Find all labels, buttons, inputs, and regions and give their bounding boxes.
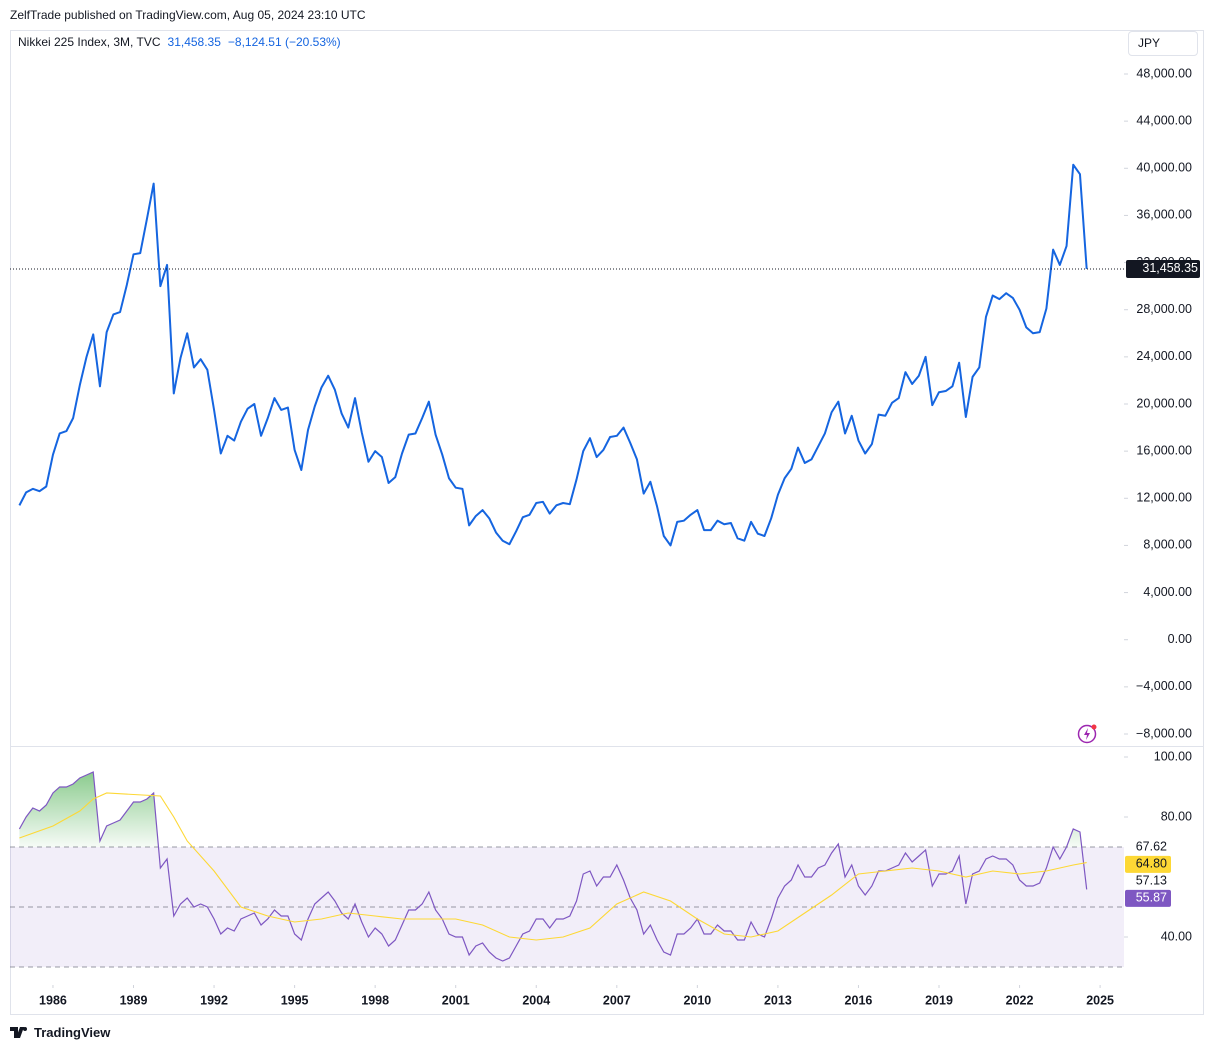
y-tick-label: 44,000.00 [1136, 113, 1192, 127]
symbol-title: Nikkei 225 Index, 3M, TVC [18, 35, 161, 49]
y-tick-label: 12,000.00 [1136, 491, 1192, 505]
change-percent: (−20.53%) [284, 35, 341, 49]
x-tick-label: 1992 [200, 993, 228, 1007]
y-tick-label: 36,000.00 [1136, 208, 1192, 222]
y-tick-label: −4,000.00 [1136, 679, 1192, 693]
y-tick-label: 24,000.00 [1136, 349, 1192, 363]
publisher-line: ZelfTrade published on TradingView.com, … [10, 8, 366, 22]
x-tick-label: 2007 [603, 993, 631, 1007]
y-tick-label: 8,000.00 [1143, 538, 1192, 552]
last-price-label: 31,458.35 [1142, 261, 1198, 275]
change-value: −8,124.51 [227, 35, 282, 49]
last-price-badge [1126, 259, 1200, 278]
rsi-ma-line [19, 792, 1087, 941]
rsi-badge [1125, 889, 1171, 907]
x-tick-label: 2001 [442, 993, 470, 1007]
y-tick-label: −8,000.00 [1136, 726, 1192, 740]
x-tick-label: 1989 [120, 993, 148, 1007]
x-tick-label: 2004 [522, 993, 550, 1007]
x-tick-label: 1995 [281, 993, 309, 1007]
y-tick-label: 40.00 [1161, 929, 1192, 943]
overbought-fill [19, 771, 1087, 847]
x-tick-label: 1998 [361, 993, 389, 1007]
x-tick-label: 2013 [764, 993, 792, 1007]
y-tick-label: 4,000.00 [1143, 585, 1192, 599]
ma-badge-label: 64.80 [1136, 857, 1167, 871]
frame [10, 30, 1204, 1015]
y-tick-label: 80.00 [1161, 809, 1192, 823]
brand-logo [10, 1027, 27, 1038]
y-tick-label: 16,000.00 [1136, 443, 1192, 457]
side-label: 57.13 [1136, 874, 1167, 888]
legend: Nikkei 225 Index, 3M, TVC 31,458.35 −8,1… [18, 35, 341, 49]
energy-icon [1077, 724, 1097, 744]
x-tick-label: 1986 [39, 993, 67, 1007]
y-tick-label: 20,000.00 [1136, 396, 1192, 410]
currency-button[interactable]: JPY [1128, 31, 1198, 56]
x-tick-label: 2016 [845, 993, 873, 1007]
y-tick-label: 40,000.00 [1136, 161, 1192, 175]
ma-badge [1125, 855, 1171, 873]
side-label: 67.62 [1136, 840, 1167, 854]
price-change: −8,124.51 (−20.53%) [228, 35, 341, 49]
price-line [18, 163, 1088, 547]
x-tick-label: 2019 [925, 993, 953, 1007]
rsi-line [18, 771, 1088, 962]
last-price: 31,458.35 [167, 35, 221, 49]
rsi-badge-label: 55.87 [1136, 891, 1167, 905]
brand: TradingView [34, 1025, 111, 1040]
y-tick-label: 48,000.00 [1136, 66, 1192, 80]
x-tick-label: 2010 [683, 993, 711, 1007]
x-tick-label: 2025 [1086, 993, 1114, 1007]
y-tick-label: 28,000.00 [1136, 302, 1192, 316]
x-tick-label: 2022 [1006, 993, 1034, 1007]
y-tick-label: 0.00 [1168, 632, 1192, 646]
y-tick-label: 100.00 [1154, 749, 1192, 763]
